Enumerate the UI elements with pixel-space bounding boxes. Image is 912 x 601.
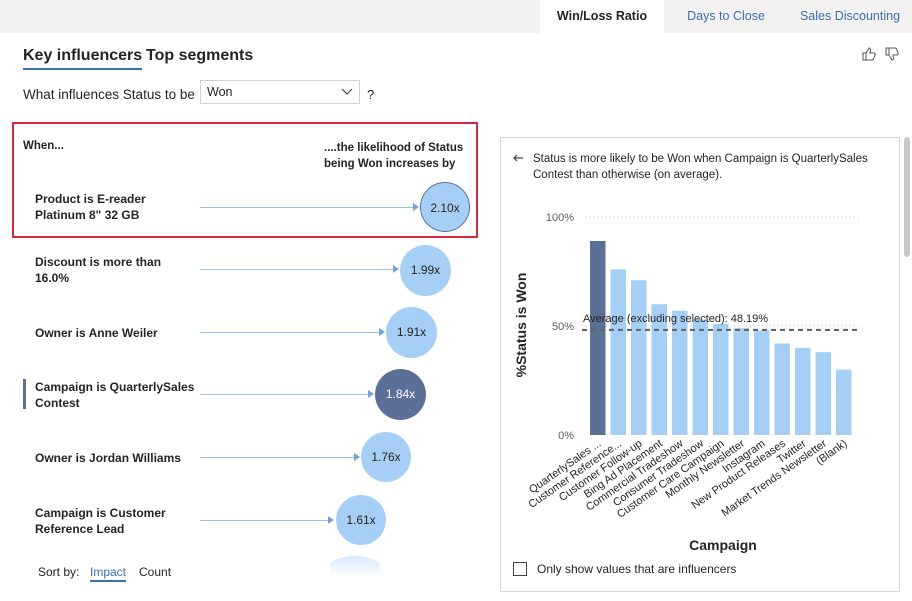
tab-key-influencers[interactable]: Key influencers: [23, 47, 143, 70]
top-influencer-highlight: [12, 122, 478, 238]
tab-win-loss-ratio[interactable]: Win/Loss Ratio: [540, 0, 664, 33]
dropdown-value: Won: [207, 85, 233, 99]
x-axis-title: Campaign: [689, 537, 757, 553]
campaign-bar[interactable]: [774, 343, 791, 435]
campaign-bar[interactable]: [692, 319, 709, 435]
selected-row-marker: [23, 379, 26, 409]
top-tab-bar: Win/Loss Ratio Days to Close Sales Disco…: [0, 0, 912, 33]
back-arrow-icon[interactable]: [512, 152, 524, 164]
arrow-icon: [354, 453, 360, 461]
arrow-icon: [328, 516, 334, 524]
checkbox-label: Only show values that are influencers: [537, 562, 737, 576]
status-dropdown[interactable]: Won: [200, 80, 360, 104]
influencer-connector: [200, 457, 356, 458]
tab-sales-discounting[interactable]: Sales Discounting: [799, 9, 901, 23]
campaign-bar[interactable]: [815, 352, 832, 435]
campaign-bar[interactable]: [672, 310, 688, 435]
arrow-icon: [393, 265, 399, 273]
influencer-bubble[interactable]: 1.61x: [336, 495, 386, 545]
influencer-label[interactable]: Owner is Anne Weiler: [35, 326, 158, 340]
campaign-bar[interactable]: [733, 328, 750, 435]
average-label: Average (excluding selected): 48.19%: [583, 313, 768, 325]
y-axis-title: %Status is Won: [513, 273, 529, 378]
when-header: When...: [23, 140, 64, 152]
influencer-bubble[interactable]: 2.10x: [420, 182, 470, 232]
sort-by-label: Sort by:: [38, 565, 80, 579]
y-tick-label: 0%: [558, 430, 574, 442]
influencer-connector: [200, 332, 381, 333]
influencer-bubble[interactable]: 1.99x: [400, 245, 451, 296]
campaign-bar[interactable]: [754, 330, 770, 435]
influencer-connector: [200, 520, 330, 521]
detail-description: Status is more likely to be Won when Cam…: [533, 153, 868, 181]
campaign-bar[interactable]: [631, 280, 647, 435]
arrow-icon: [379, 328, 385, 336]
sort-count-option[interactable]: Count: [139, 565, 172, 579]
y-tick-label: 50%: [552, 321, 574, 333]
influencer-bubble[interactable]: 1.91x: [386, 307, 437, 358]
thumbs-down-icon[interactable]: [884, 46, 900, 62]
question-suffix: ?: [367, 87, 375, 102]
influencer-bubble[interactable]: 1.76x: [361, 432, 411, 482]
partial-bubble: [330, 556, 380, 576]
scrollbar[interactable]: [904, 137, 910, 257]
influencer-bubble-selected[interactable]: 1.84x: [375, 369, 426, 420]
influencer-label[interactable]: Owner is Jordan Williams: [35, 451, 181, 465]
influencer-label[interactable]: Product is E-reader Platinum 8" 32 GB: [35, 192, 146, 222]
detail-panel: [500, 137, 900, 592]
arrow-icon: [413, 203, 419, 211]
campaign-bar[interactable]: [610, 269, 627, 435]
influencers-only-checkbox[interactable]: [513, 562, 527, 576]
tab-top-segments[interactable]: Top segments: [146, 47, 254, 64]
campaign-bar-chart: QuarterlySales ...Customer Reference...C…: [513, 212, 860, 553]
y-tick-label: 100%: [546, 212, 574, 224]
campaign-bar[interactable]: [651, 304, 668, 435]
thumbs-up-icon[interactable]: [861, 46, 877, 62]
question-prefix: What influences Status to be: [23, 87, 195, 102]
influencer-label[interactable]: Campaign is QuarterlySales Contest: [35, 380, 195, 410]
arrow-icon: [368, 390, 374, 398]
sort-impact-option[interactable]: Impact: [90, 565, 127, 582]
campaign-bar[interactable]: [713, 323, 729, 435]
campaign-bar[interactable]: [795, 347, 811, 435]
campaign-bar[interactable]: [590, 240, 606, 435]
influencer-label[interactable]: Discount is more than 16.0%: [35, 255, 162, 285]
tab-days-to-close[interactable]: Days to Close: [687, 9, 765, 23]
influencer-connector: [200, 269, 395, 270]
influencer-connector: [200, 394, 370, 395]
likelihood-header: ....the likelihood of Status being Won i…: [324, 142, 464, 170]
chevron-down-icon: [341, 88, 353, 95]
influencer-connector: [200, 207, 415, 208]
influencer-label[interactable]: Campaign is Customer Reference Lead: [35, 506, 166, 536]
campaign-bar[interactable]: [836, 369, 852, 435]
